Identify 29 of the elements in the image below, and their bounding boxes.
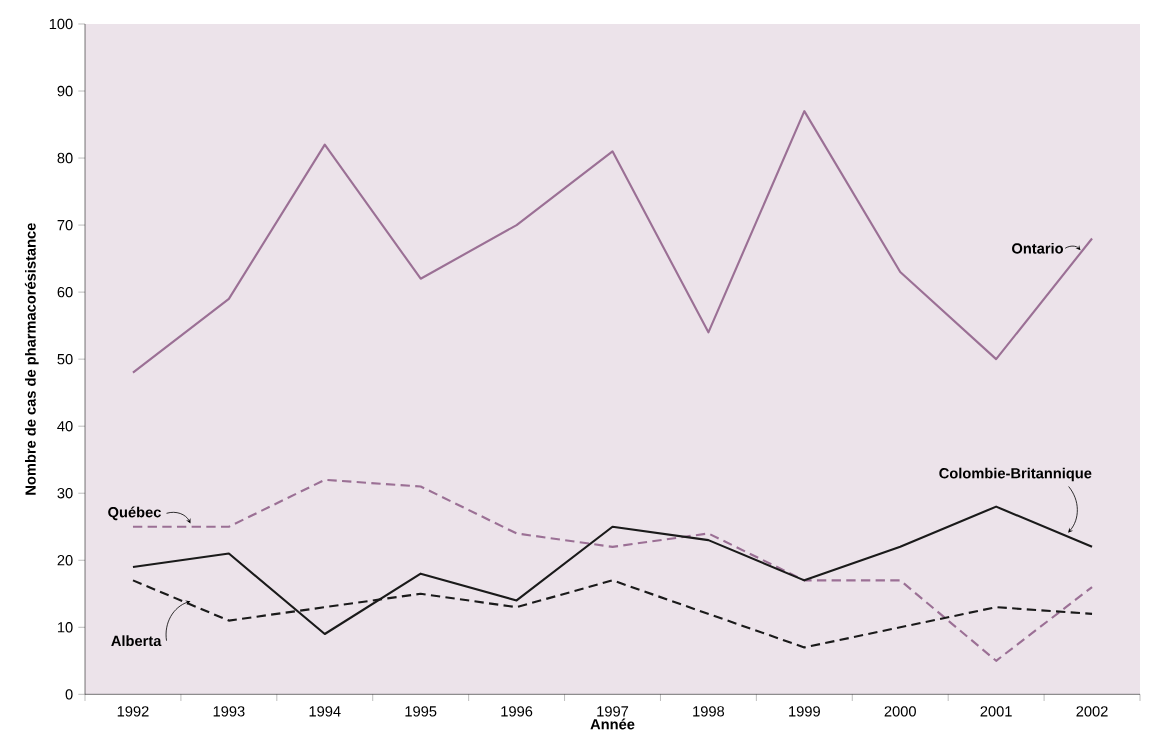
y-tick-label: 40 — [57, 421, 73, 432]
y-tick-label: 30 — [57, 488, 73, 499]
y-tick-label: 50 — [57, 353, 73, 365]
y-tick-label: 90 — [57, 85, 73, 97]
x-tick-label: 2001 — [980, 706, 1012, 717]
x-tick-label: 1998 — [693, 706, 725, 717]
y-axis-title: Nombre de cas de pharmacorésistance — [24, 223, 39, 495]
x-tick-label: 1993 — [213, 706, 245, 717]
text: Colombie-Britannique — [939, 467, 1092, 482]
x-tick-label: 2000 — [884, 706, 916, 717]
x-tick-label: 2002 — [1076, 706, 1108, 717]
x-tick-label: 1999 — [789, 706, 820, 717]
y-tick-label: 20 — [57, 555, 73, 566]
y-tick-label: 80 — [57, 152, 73, 164]
line-series — [131, 110, 1094, 374]
series-label: Québec — [108, 506, 161, 521]
x-tick-label: 1992 — [117, 706, 149, 717]
x-tick-label: 1995 — [405, 706, 437, 717]
text: Alberta — [111, 635, 162, 647]
y-tick-label: 100 — [49, 18, 73, 30]
y-tick-label: 10 — [57, 622, 73, 633]
x-tick-label: 1997 — [597, 706, 629, 717]
y-tick-label: 60 — [57, 286, 73, 298]
x-tick-label: 1994 — [309, 706, 341, 717]
y-tick-label: 0 — [65, 689, 73, 700]
x-axis-title: Année — [590, 718, 635, 730]
y-tick-label: 70 — [57, 219, 73, 231]
x-tick-label: 1996 — [501, 706, 533, 717]
series-label: Ontario — [1012, 242, 1064, 254]
